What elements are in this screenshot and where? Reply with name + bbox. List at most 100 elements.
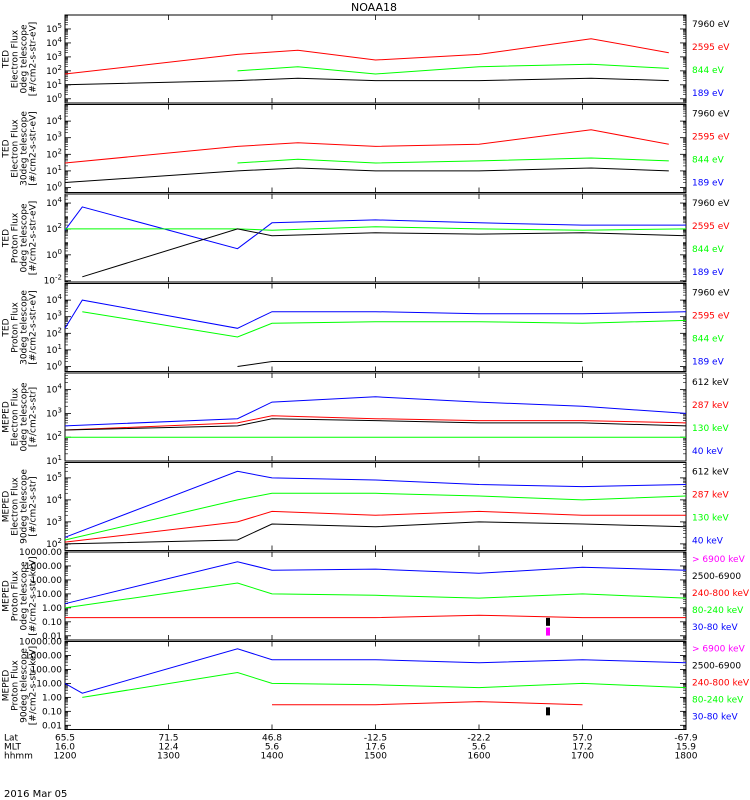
y-axis-label: MEPEDProton Flux0deg telescope[#/cm2-s-s… xyxy=(2,556,39,635)
y-axis-label-line: [#/cm2-s-str-keV] xyxy=(29,646,39,725)
y-axis-label-line: [#/cm2-s-str] xyxy=(29,476,39,536)
legend-entry: 30-80 keV xyxy=(692,713,738,723)
y-tick-exponent: 4 xyxy=(58,383,63,391)
series-line-4 xyxy=(64,418,687,431)
y-tick-label: 103 xyxy=(46,310,62,323)
legend-entry: 240-800 keV xyxy=(692,679,750,689)
y-tick-exponent: 3 xyxy=(58,310,62,318)
legend-entry: 2595 eV xyxy=(692,43,730,53)
y-axis-label: TEDProton Flux0deg telescope[#/cm2-s-str… xyxy=(2,201,39,276)
legend-entry: 189 eV xyxy=(692,89,725,99)
legend-entry: 2595 eV xyxy=(692,222,730,232)
y-tick-label: 101 xyxy=(46,454,62,467)
y-tick-exponent: -2 xyxy=(55,274,62,282)
legend-entry: 189 eV xyxy=(692,358,725,368)
y-axis-label-line: Electron Flux xyxy=(11,29,21,88)
x-tick-label-hhmm: 1200 xyxy=(54,752,77,762)
panel-frame xyxy=(64,193,687,283)
y-tick-exponent: 2 xyxy=(58,147,62,155)
series-line-2 xyxy=(65,226,687,231)
y-tick-label: 0.10 xyxy=(42,707,62,717)
y-tick-exponent: 5 xyxy=(58,471,62,479)
x-tick-label-mlt: 17.2 xyxy=(572,743,592,753)
y-tick-label: 100 xyxy=(46,181,62,194)
legend-entry: 40 keV xyxy=(692,537,724,547)
panel-frame xyxy=(64,283,687,372)
legend-entry: 40 keV xyxy=(692,447,724,457)
y-tick-label: 102 xyxy=(46,222,62,235)
y-tick-label: 1000.00 xyxy=(25,562,62,572)
y-axis-label: MEPEDProton Flux90deg telescope[#/cm2-s-… xyxy=(2,646,39,725)
panel-frame xyxy=(64,462,687,551)
y-tick-label: 102 xyxy=(46,64,62,77)
y-tick-label: 104 xyxy=(46,36,62,49)
series-line-3 xyxy=(64,510,686,543)
series-line-2 xyxy=(64,129,669,164)
legend-entry: 240-800 keV xyxy=(692,589,750,599)
panel-3: 10-2 100 102 104 TEDProton Flux0deg telescop… xyxy=(2,193,730,287)
y-axis-label-line: MEPED xyxy=(2,491,12,523)
y-axis-label-line: [#/cm2-s-str-keV] xyxy=(29,556,39,635)
panel-7: 0.010.101.0010.00100.001000.0010000.00ME… xyxy=(2,548,750,642)
panel-frame xyxy=(64,14,687,104)
legend-entry: 844 eV xyxy=(692,156,725,166)
y-axis-label-line: TED xyxy=(2,50,12,69)
y-axis-label-line: 0deg telescope xyxy=(20,24,30,94)
panel-8: 0.010.101.0010.00100.001000.0010000.00ME… xyxy=(2,638,750,732)
y-tick-label: 103 xyxy=(46,131,62,144)
y-tick-exponent: 3 xyxy=(58,515,62,523)
y-axis-label-line: Electron Flux xyxy=(11,119,21,178)
y-axis-label: MEPEDElectron Flux90deg telescope[#/cm2-… xyxy=(2,469,39,544)
y-axis-label: MEPEDElectron Flux0deg telescope[#/cm2-s… xyxy=(2,382,39,452)
legend-entry: 130 keV xyxy=(692,424,729,434)
series-line-3 xyxy=(237,361,583,367)
y-tick-label: 104 xyxy=(46,114,62,127)
series-line-3 xyxy=(65,614,686,619)
x-row-label: Lat xyxy=(4,734,19,744)
series-line-2 xyxy=(64,38,669,75)
y-axis-label-line: Proton Flux xyxy=(11,302,21,353)
y-axis-label-line: Electron Flux xyxy=(11,477,21,536)
series-marker-5 xyxy=(546,627,550,636)
y-tick-exponent: 0 xyxy=(58,92,62,100)
series-line-3 xyxy=(272,701,583,706)
x-tick-label-mlt: 15.9 xyxy=(676,743,696,753)
y-axis-label-line: Proton Flux xyxy=(11,660,21,711)
x-tick-label-hhmm: 1600 xyxy=(468,752,491,762)
y-tick-exponent: 2 xyxy=(58,222,62,230)
y-tick-exponent: 2 xyxy=(58,430,62,438)
legend-entry: 612 keV xyxy=(692,468,729,478)
legend-entry: 189 eV xyxy=(692,179,725,189)
series-line-3 xyxy=(82,228,687,278)
y-tick-label: 100.00 xyxy=(31,576,63,586)
y-tick-label: 105 xyxy=(46,471,62,484)
y-axis-label-line: 0deg telescope xyxy=(20,561,30,631)
y-tick-label: 10.00 xyxy=(36,590,62,600)
y-axis-label-line: [#/cm2-s-str] xyxy=(29,387,39,447)
y-axis-label-line: 90deg telescope xyxy=(20,469,30,544)
legend-entry: 287 keV xyxy=(692,401,729,411)
legend-entry: > 6900 keV xyxy=(692,645,746,655)
legend-entry: 7960 eV xyxy=(692,20,730,30)
y-tick-exponent: 4 xyxy=(58,36,63,44)
y-axis-label-line: Proton Flux xyxy=(11,212,21,263)
panel-frame xyxy=(64,104,687,193)
x-tick-label-hhmm: 1800 xyxy=(675,752,698,762)
y-tick-exponent: 3 xyxy=(58,406,62,414)
y-axis-label-line: 0deg telescope xyxy=(20,203,30,273)
x-tick-label-lat: 57.0 xyxy=(572,734,592,744)
x-tick-label-lat: 46.8 xyxy=(262,734,282,744)
y-tick-exponent: 2 xyxy=(58,326,62,334)
y-tick-exponent: 2 xyxy=(58,537,62,545)
y-tick-label: 101 xyxy=(46,164,62,177)
x-tick-label-lat: 65.5 xyxy=(55,734,75,744)
y-tick-label: 104 xyxy=(46,196,62,209)
y-axis-label: TEDProton Flux30deg telescope[#/cm2-s-st… xyxy=(2,290,39,365)
y-tick-label: 10000.00 xyxy=(19,638,62,648)
legend-entry: 844 eV xyxy=(692,66,725,76)
y-tick-label: 100 xyxy=(46,360,62,373)
legend-entry: 7960 eV xyxy=(692,289,730,299)
x-tick-label-hhmm: 1300 xyxy=(157,752,180,762)
legend-entry: 80-240 keV xyxy=(692,696,744,706)
